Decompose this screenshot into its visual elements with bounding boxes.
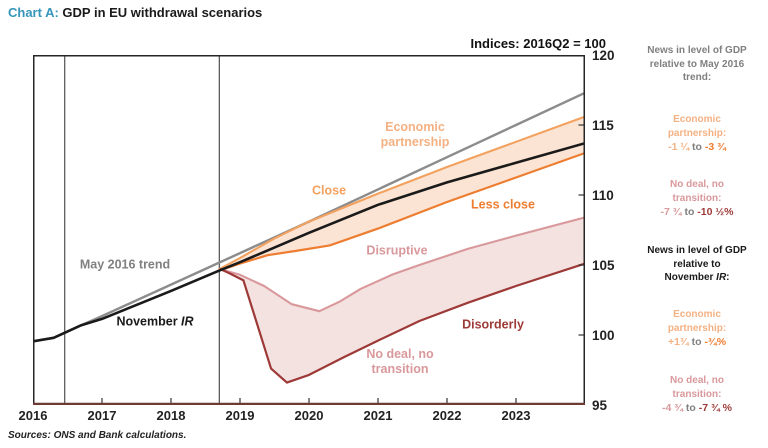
annotation-panel: News in level of GDP relative to May 2016…: [626, 40, 768, 430]
sources-note: Sources: ONS and Bank calculations.: [8, 430, 187, 441]
y-label-110: 110: [592, 188, 614, 203]
note-econ-partnership-vs-ir-range: +1¾ to -¾%: [667, 336, 727, 348]
y-label-100: 100: [592, 328, 615, 343]
x-label-2016: 2016: [18, 408, 48, 423]
note-no-deal-vs-ir: No deal, no transition: -4 ¾ to -7 ¾ %: [626, 374, 768, 416]
axis-units-label: Indices: 2016Q2 = 100: [470, 36, 606, 51]
x-label-2022: 2022: [432, 408, 462, 423]
page-title: Chart A: GDP in EU withdrawal scenarios: [8, 5, 262, 20]
note-econ-partnership-vs-may: Economic partnership: -1 ¼ to -3 ¾: [626, 113, 768, 155]
note-no-deal-vs-may-range: -7 ¾ to -10 ½%: [660, 206, 734, 218]
y-label-115: 115: [592, 118, 614, 133]
x-label-2019: 2019: [225, 408, 255, 423]
note-econ-partnership-vs-may-range: -1 ¼ to -3 ¾: [668, 141, 726, 153]
chart-label: Chart A:: [8, 5, 59, 20]
y-label-120: 120: [592, 48, 615, 63]
note-header-november-ir: News in level of GDP relative to November …: [647, 245, 747, 283]
note-no-deal-vs-may: No deal, no transition: -7 ¾ to -10 ½%: [626, 178, 768, 220]
band-no-deal-no-transition: [220, 217, 585, 383]
x-label-2023: 2023: [501, 408, 531, 423]
x-label-2018: 2018: [156, 408, 186, 423]
series-less-close: [218, 151, 585, 272]
series-november-ir: [33, 141, 585, 343]
plot-area: May 2016 trend November IR Economic partne…: [33, 55, 585, 405]
x-label-2017: 2017: [87, 408, 117, 423]
note-econ-partnership-vs-ir: Economic partnership: +1¾ to -¾%: [626, 308, 768, 350]
x-label-2021: 2021: [363, 408, 393, 423]
x-label-2020: 2020: [294, 408, 324, 423]
note-no-deal-vs-ir-range: -4 ¾ to -7 ¾ %: [661, 402, 733, 414]
series-disorderly: [219, 262, 585, 384]
series-may-2016-trend: [33, 91, 585, 343]
series-close: [218, 115, 585, 271]
series-disruptive: [219, 216, 585, 313]
y-label-95: 95: [592, 398, 608, 413]
note-header-may-trend: News in level of GDP relative to May 2016…: [647, 45, 747, 83]
chart-title-text: GDP in EU withdrawal scenarios: [58, 5, 263, 20]
gdp-scenarios-chart: [33, 55, 585, 405]
y-label-105: 105: [592, 258, 615, 273]
